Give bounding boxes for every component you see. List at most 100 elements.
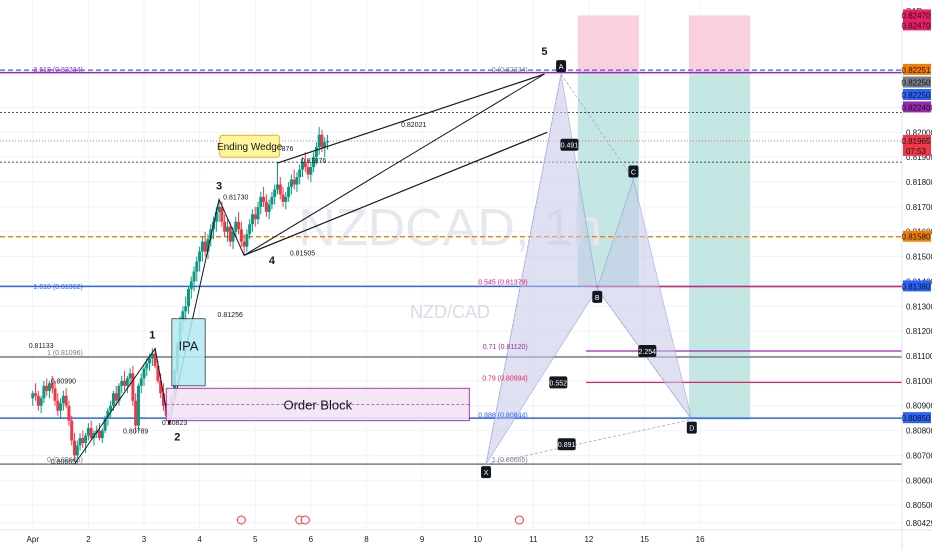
candle-body [128,373,132,379]
swing-label: 0.80823 [162,420,187,427]
candle-body [309,167,313,175]
harmonic-fib-label: 0.545 (0.81379) [478,280,527,287]
candle-body [64,395,68,406]
harmonic-pattern: X A B C D 0.491 0.552 2.254 0.891 [481,60,697,479]
candle-body [234,221,238,232]
candle-body [267,204,271,212]
candle-body [287,186,291,197]
candle-body [148,358,152,364]
harmonic-point-C: C [631,170,636,177]
candle-body [47,383,51,391]
candle-body [84,435,88,443]
swing-label: 0.80990 [51,378,76,385]
wave-label: 3 [216,180,222,192]
candle-body [117,385,121,401]
candle-body [78,438,82,446]
ratio-tag [557,438,576,451]
candle-body [50,383,54,389]
candle-body [42,385,46,399]
harmonic-point-B: B [595,295,600,302]
harmonic-fib-label: 0.71 (0.81120) [483,344,528,351]
candle-body [301,162,305,170]
harmonic-point-tag [686,421,697,434]
price-tag-bg [903,89,931,100]
stop-zone-2 [689,15,751,75]
watermark-pair: NZD/CAD [410,302,490,322]
candle-body [150,353,154,359]
price-tag: 0.82251 [902,66,931,75]
candle-body [161,393,165,406]
candle-body [75,445,79,456]
fib-label: 1 (0.81096) [47,350,83,357]
candle-body [123,380,127,386]
price-tag: 0.82470 [902,21,931,30]
candle-body [284,196,288,202]
time-tick: Apr [27,535,40,544]
price-tag: 0.82250 [902,91,931,100]
candle-body [250,214,254,225]
harmonic-point-A: A [559,64,564,71]
candle-body [195,261,199,272]
fib-label: 0 (0.80665) [47,457,83,464]
candle-body [156,365,160,381]
price-tag-bg [903,63,931,75]
time-tick: 10 [473,535,482,544]
harmonic-xd [485,419,692,465]
target-zone-2 [689,74,751,420]
candle-body [203,241,207,252]
elliott-wave-line [74,73,545,465]
harmonic-fib-label: 1 (0.80665) [492,457,528,464]
candle-body [306,167,310,175]
candle-body [103,418,107,431]
price-tag-bg [903,101,931,113]
harmonic-point-D: D [689,426,694,433]
candle-body [253,214,257,220]
swing-label: 0.81876 [301,158,326,165]
ratio-tag [638,345,657,358]
candle-body [314,147,318,158]
candle-body [186,288,190,307]
harmonic-fib-label: 0.886 (0.80844) [478,413,527,420]
candle-body [248,224,252,235]
wave-label: 2 [174,432,180,444]
text-labels: 1 2 3 4 5 0.81133 0.80990 0.80665 0.80789 0.80823… [29,46,548,466]
swing-label: 0.81505 [290,250,315,257]
event-marker [236,515,246,525]
candle-body [239,229,243,242]
candle-body [31,393,35,399]
harmonic-xa [485,74,562,465]
candle-body [109,405,113,411]
candle-body [72,440,76,456]
candle-body [34,393,38,396]
swing-label: 0.82021 [401,122,426,129]
price-tag: 0.81965 [902,137,931,146]
candle-body [39,398,43,406]
candle-body [298,169,302,178]
candle-body [61,395,65,404]
ending-wedge-label: Ending Wedge [217,142,283,153]
candle-body [111,393,115,406]
candle-body [136,385,140,426]
harmonic-point-tag [592,290,603,303]
candle-body [106,410,110,419]
candle-body [270,196,274,205]
candle-body [264,201,268,212]
candle-body [259,196,263,207]
candle-body [228,226,232,242]
candle-body [192,271,196,282]
candle-body [214,211,218,222]
price-tag: 0.80850 [902,414,931,423]
ratio-label: 0.491 [561,143,579,150]
candle-body [200,241,204,252]
candle-body [278,184,282,195]
candle-body [159,380,163,394]
